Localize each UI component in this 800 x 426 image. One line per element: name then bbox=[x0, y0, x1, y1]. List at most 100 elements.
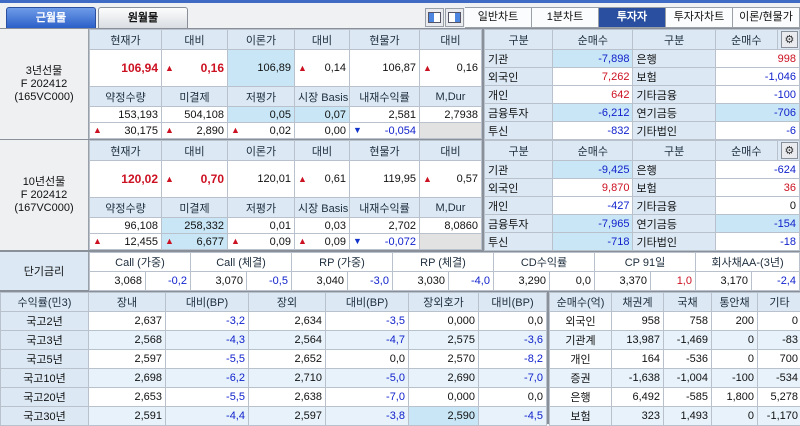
cell-text: 2,590 bbox=[447, 410, 475, 422]
cell-text: -5,5 bbox=[226, 353, 245, 365]
column-header: 구분 bbox=[633, 30, 715, 50]
column-header: 대비 bbox=[420, 141, 482, 161]
gear-icon[interactable]: ⚙ bbox=[781, 31, 798, 48]
value-cell: ▲0,61 bbox=[295, 161, 350, 198]
cell-text: 0,0 bbox=[528, 391, 543, 403]
bond-name: 국고3년 bbox=[1, 331, 89, 350]
cell-text: -18 bbox=[780, 236, 796, 248]
yield-value: 2,597 bbox=[249, 407, 326, 426]
cell-text: 2,568 bbox=[134, 334, 162, 346]
cell-text: 0,09 bbox=[325, 236, 346, 248]
yield-value: 2,710 bbox=[249, 369, 326, 388]
view-tab-4[interactable]: 이론/현물가 bbox=[733, 7, 800, 28]
amount-value: 758 bbox=[664, 312, 712, 331]
amount-value: -1,469 bbox=[664, 331, 712, 350]
column-header: 저평가 bbox=[228, 198, 295, 218]
cell-text: -2,4 bbox=[777, 275, 796, 287]
month-tab-1[interactable]: 원월물 bbox=[98, 7, 188, 28]
investor-name: 기타금융 bbox=[633, 86, 715, 104]
column-header: 현재가 bbox=[90, 141, 162, 161]
column-header: 순매수 bbox=[553, 30, 633, 50]
cell-text: -0,072 bbox=[385, 236, 416, 248]
view-tab-0[interactable]: 일반차트 bbox=[465, 7, 532, 28]
investor-name: 금융투자 bbox=[485, 215, 553, 233]
value-cell: 119,95 bbox=[350, 161, 420, 198]
rate-change: -2,4 bbox=[751, 272, 799, 291]
cell-text: 3,030 bbox=[417, 275, 445, 287]
value-cell: ▲0,09 bbox=[228, 234, 295, 250]
cell-text: -8,2 bbox=[524, 353, 543, 365]
rate-name-header: RP (가중) bbox=[291, 253, 392, 272]
cell-text: -536 bbox=[686, 353, 708, 365]
pane-toggle-button-1[interactable] bbox=[445, 8, 464, 27]
rate-change: -0,5 bbox=[246, 272, 291, 291]
column-header: 순매수 bbox=[553, 141, 633, 161]
rate-value: 3,040 bbox=[291, 272, 347, 291]
value-cell: 0,01 bbox=[228, 218, 295, 234]
cell-text: -3,0 bbox=[370, 275, 389, 287]
bp-change: -8,2 bbox=[479, 350, 547, 369]
view-tab-1[interactable]: 1분차트 bbox=[532, 7, 599, 28]
column-header: 현재가 bbox=[90, 30, 162, 50]
cell-text: -6,212 bbox=[598, 107, 629, 119]
pane-toggle-button-0[interactable] bbox=[425, 8, 444, 27]
pane-split-left-icon bbox=[428, 12, 441, 23]
bond-name: 국고5년 bbox=[1, 350, 89, 369]
rate-value: 3,170 bbox=[695, 272, 751, 291]
column-header: 대비(BP) bbox=[166, 293, 249, 312]
column-header: 이론가 bbox=[228, 30, 295, 50]
amount-value: 13,987 bbox=[612, 331, 664, 350]
cell-text: -4,3 bbox=[226, 334, 245, 346]
view-tab-3[interactable]: 투자자차트 bbox=[666, 7, 733, 28]
value-cell: ▲2,890 bbox=[162, 123, 228, 139]
amount-value: -1,170 bbox=[758, 407, 800, 426]
cell-content: ▲0,14 bbox=[298, 62, 346, 74]
bond-name: 국고20년 bbox=[1, 388, 89, 407]
cell-text: 0,05 bbox=[270, 109, 291, 121]
bp-change: -3,2 bbox=[166, 312, 249, 331]
cell-text: -4,7 bbox=[386, 334, 405, 346]
down-arrow-icon: ▼ bbox=[353, 126, 362, 135]
investor-name: 기타법인 bbox=[633, 233, 715, 251]
netbuy-value: -1,046 bbox=[715, 68, 799, 86]
gear-icon[interactable]: ⚙ bbox=[781, 142, 798, 159]
column-header: 순매수 bbox=[715, 30, 777, 50]
bp-change: -4,5 bbox=[479, 407, 547, 426]
up-arrow-icon: ▲ bbox=[423, 64, 432, 73]
cell-text: 958 bbox=[642, 315, 660, 327]
investor-name: 금융투자 bbox=[485, 104, 553, 122]
amount-value: 6,492 bbox=[612, 388, 664, 407]
yield-value: 2,564 bbox=[249, 331, 326, 350]
cell-text: -4,4 bbox=[226, 410, 245, 422]
cell-text: -9,425 bbox=[598, 164, 629, 176]
view-tab-2[interactable]: 투자자 bbox=[599, 7, 666, 28]
value-cell: 2,7938 bbox=[420, 107, 482, 123]
instrument-line: F 202412 bbox=[21, 78, 67, 91]
value-cell: 8,0860 bbox=[420, 218, 482, 234]
bp-change: -7,0 bbox=[326, 388, 409, 407]
cell-text: -154 bbox=[774, 218, 796, 230]
month-tab-0[interactable]: 근월물 bbox=[6, 7, 96, 28]
netbuy-value: -6,212 bbox=[553, 104, 633, 122]
column-header: 통안채 bbox=[712, 293, 758, 312]
settings-header-cell: ⚙ bbox=[777, 30, 799, 50]
rate-value: 3,370 bbox=[594, 272, 650, 291]
value-cell: ▼-0,072 bbox=[350, 234, 420, 250]
cell-text: -83 bbox=[782, 334, 798, 346]
column-header: 약정수량 bbox=[90, 87, 162, 107]
bp-change: -5,5 bbox=[166, 388, 249, 407]
investor-name: 기관 bbox=[485, 161, 553, 179]
rate-name-header: RP (체결) bbox=[392, 253, 493, 272]
